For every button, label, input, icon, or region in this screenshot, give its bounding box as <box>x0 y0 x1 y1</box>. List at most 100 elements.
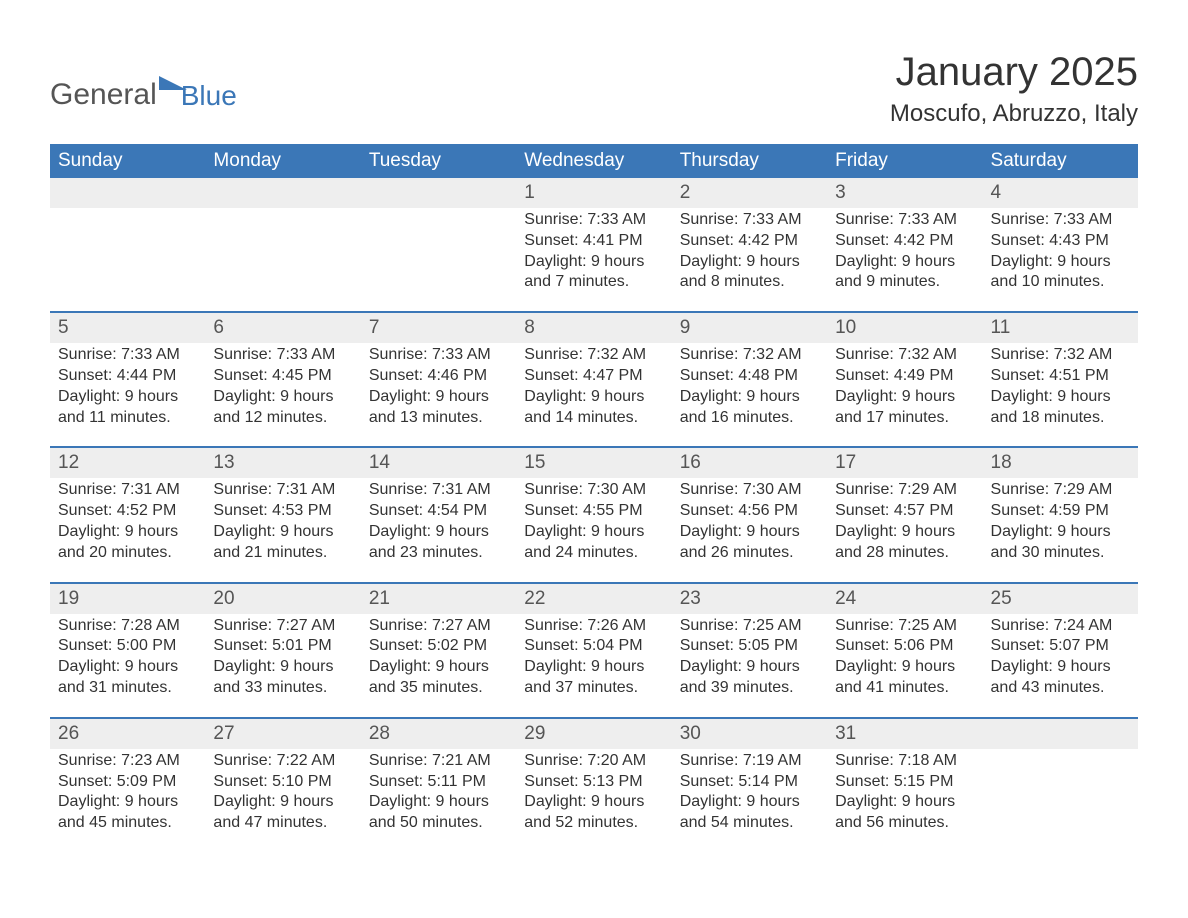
day-cell <box>983 749 1138 852</box>
day-sunset: Sunset: 4:46 PM <box>369 366 508 387</box>
day-sunrise: Sunrise: 7:28 AM <box>58 616 197 637</box>
day-number: 22 <box>516 584 671 614</box>
day-number: 27 <box>205 719 360 749</box>
day-daylight1: Daylight: 9 hours <box>524 387 663 408</box>
day-number: 3 <box>827 178 982 208</box>
day-daylight2: and 18 minutes. <box>991 408 1130 429</box>
dow-monday: Monday <box>205 144 360 178</box>
title-month: January 2025 <box>890 50 1138 94</box>
title-block: January 2025 Moscufo, Abruzzo, Italy <box>890 50 1138 128</box>
day-sunset: Sunset: 4:54 PM <box>369 501 508 522</box>
day-sunrise: Sunrise: 7:26 AM <box>524 616 663 637</box>
day-daylight2: and 28 minutes. <box>835 543 974 564</box>
day-cell: Sunrise: 7:33 AMSunset: 4:44 PMDaylight:… <box>50 343 205 446</box>
day-daylight1: Daylight: 9 hours <box>991 252 1130 273</box>
day-number-row: 262728293031 <box>50 717 1138 749</box>
day-daylight2: and 37 minutes. <box>524 678 663 699</box>
day-of-week-header: Sunday Monday Tuesday Wednesday Thursday… <box>50 144 1138 178</box>
day-sunset: Sunset: 5:05 PM <box>680 636 819 657</box>
day-sunrise: Sunrise: 7:31 AM <box>213 480 352 501</box>
day-sunset: Sunset: 5:15 PM <box>835 772 974 793</box>
day-daylight2: and 39 minutes. <box>680 678 819 699</box>
day-daylight2: and 56 minutes. <box>835 813 974 834</box>
day-sunrise: Sunrise: 7:27 AM <box>369 616 508 637</box>
day-sunset: Sunset: 4:56 PM <box>680 501 819 522</box>
day-daylight2: and 17 minutes. <box>835 408 974 429</box>
day-number: 14 <box>361 448 516 478</box>
day-number <box>50 178 205 208</box>
day-daylight1: Daylight: 9 hours <box>58 387 197 408</box>
day-daylight1: Daylight: 9 hours <box>835 522 974 543</box>
day-daylight2: and 41 minutes. <box>835 678 974 699</box>
logo-text-general: General <box>50 80 157 110</box>
day-number: 18 <box>983 448 1138 478</box>
day-sunset: Sunset: 5:09 PM <box>58 772 197 793</box>
day-daylight2: and 16 minutes. <box>680 408 819 429</box>
day-daylight1: Daylight: 9 hours <box>524 657 663 678</box>
day-sunrise: Sunrise: 7:24 AM <box>991 616 1130 637</box>
day-cell: Sunrise: 7:29 AMSunset: 4:57 PMDaylight:… <box>827 478 982 581</box>
day-daylight1: Daylight: 9 hours <box>213 387 352 408</box>
week-row: 262728293031Sunrise: 7:23 AMSunset: 5:09… <box>50 717 1138 852</box>
day-daylight2: and 47 minutes. <box>213 813 352 834</box>
day-daylight1: Daylight: 9 hours <box>213 792 352 813</box>
day-sunrise: Sunrise: 7:33 AM <box>369 345 508 366</box>
day-sunset: Sunset: 5:01 PM <box>213 636 352 657</box>
day-cell: Sunrise: 7:32 AMSunset: 4:51 PMDaylight:… <box>983 343 1138 446</box>
day-daylight2: and 30 minutes. <box>991 543 1130 564</box>
day-cell: Sunrise: 7:23 AMSunset: 5:09 PMDaylight:… <box>50 749 205 852</box>
day-number-row: 567891011 <box>50 311 1138 343</box>
day-cell <box>50 208 205 311</box>
day-cell: Sunrise: 7:32 AMSunset: 4:49 PMDaylight:… <box>827 343 982 446</box>
day-number-row: 1234 <box>50 178 1138 208</box>
day-sunrise: Sunrise: 7:32 AM <box>835 345 974 366</box>
day-sunrise: Sunrise: 7:20 AM <box>524 751 663 772</box>
day-number: 4 <box>983 178 1138 208</box>
day-sunset: Sunset: 4:55 PM <box>524 501 663 522</box>
day-sunset: Sunset: 5:06 PM <box>835 636 974 657</box>
day-sunset: Sunset: 4:52 PM <box>58 501 197 522</box>
day-daylight1: Daylight: 9 hours <box>369 657 508 678</box>
day-daylight2: and 54 minutes. <box>680 813 819 834</box>
day-sunrise: Sunrise: 7:32 AM <box>680 345 819 366</box>
day-sunset: Sunset: 5:04 PM <box>524 636 663 657</box>
day-cell: Sunrise: 7:27 AMSunset: 5:01 PMDaylight:… <box>205 614 360 717</box>
day-sunrise: Sunrise: 7:33 AM <box>58 345 197 366</box>
day-daylight1: Daylight: 9 hours <box>524 792 663 813</box>
day-daylight2: and 52 minutes. <box>524 813 663 834</box>
day-sunset: Sunset: 4:42 PM <box>680 231 819 252</box>
day-cell: Sunrise: 7:22 AMSunset: 5:10 PMDaylight:… <box>205 749 360 852</box>
day-cell: Sunrise: 7:33 AMSunset: 4:42 PMDaylight:… <box>672 208 827 311</box>
week-row: 1234Sunrise: 7:33 AMSunset: 4:41 PMDayli… <box>50 178 1138 311</box>
day-number <box>361 178 516 208</box>
day-number: 17 <box>827 448 982 478</box>
day-daylight2: and 21 minutes. <box>213 543 352 564</box>
day-cell: Sunrise: 7:33 AMSunset: 4:46 PMDaylight:… <box>361 343 516 446</box>
day-sunrise: Sunrise: 7:18 AM <box>835 751 974 772</box>
day-cell: Sunrise: 7:31 AMSunset: 4:52 PMDaylight:… <box>50 478 205 581</box>
day-daylight1: Daylight: 9 hours <box>369 792 508 813</box>
day-sunset: Sunset: 4:57 PM <box>835 501 974 522</box>
week-row: 12131415161718Sunrise: 7:31 AMSunset: 4:… <box>50 446 1138 581</box>
dow-tuesday: Tuesday <box>361 144 516 178</box>
day-daylight2: and 35 minutes. <box>369 678 508 699</box>
day-number: 30 <box>672 719 827 749</box>
day-number: 11 <box>983 313 1138 343</box>
day-cell: Sunrise: 7:24 AMSunset: 5:07 PMDaylight:… <box>983 614 1138 717</box>
day-cell <box>205 208 360 311</box>
day-daylight1: Daylight: 9 hours <box>835 792 974 813</box>
day-sunrise: Sunrise: 7:23 AM <box>58 751 197 772</box>
dow-wednesday: Wednesday <box>516 144 671 178</box>
day-cell: Sunrise: 7:29 AMSunset: 4:59 PMDaylight:… <box>983 478 1138 581</box>
day-cell <box>361 208 516 311</box>
day-daylight1: Daylight: 9 hours <box>835 657 974 678</box>
weeks-container: 1234Sunrise: 7:33 AMSunset: 4:41 PMDayli… <box>50 178 1138 852</box>
day-number: 13 <box>205 448 360 478</box>
day-daylight1: Daylight: 9 hours <box>524 252 663 273</box>
day-number: 19 <box>50 584 205 614</box>
day-sunrise: Sunrise: 7:33 AM <box>835 210 974 231</box>
day-daylight1: Daylight: 9 hours <box>369 522 508 543</box>
day-sunset: Sunset: 4:45 PM <box>213 366 352 387</box>
day-daylight2: and 7 minutes. <box>524 272 663 293</box>
day-sunset: Sunset: 4:48 PM <box>680 366 819 387</box>
